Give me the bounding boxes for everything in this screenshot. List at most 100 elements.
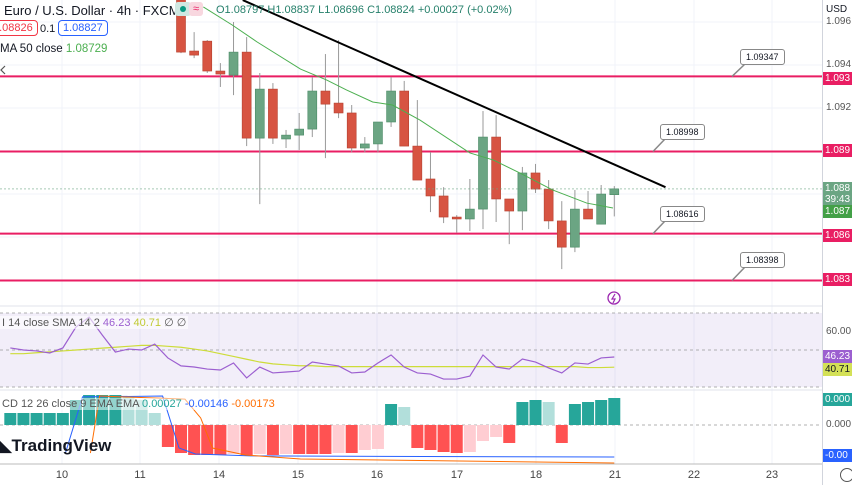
- rsi-tick: 60.00: [826, 326, 852, 337]
- price-callout[interactable]: 1.09347: [740, 49, 785, 65]
- macd-histogram-bar: [188, 425, 201, 455]
- date-label: 21: [608, 469, 622, 481]
- candle: [360, 143, 370, 149]
- horizontal-levels[interactable]: [0, 63, 822, 282]
- candle: [596, 193, 606, 225]
- macd-histogram-bar: [56, 413, 69, 425]
- rsi-value-label: 46.23: [823, 350, 852, 363]
- ma50-line: [203, 6, 614, 209]
- macd-histogram-bar: [568, 404, 581, 425]
- candle: [570, 208, 580, 248]
- candle: [346, 112, 357, 149]
- macd-hist-value: 0.00027: [142, 398, 182, 410]
- macd-histogram-bar: [306, 425, 319, 454]
- price-callout[interactable]: 1.08616: [660, 206, 705, 222]
- buy-button[interactable]: 1.08827: [58, 20, 108, 36]
- level-price-label: 1.083: [823, 273, 852, 286]
- price-callout[interactable]: 1.08998: [660, 124, 705, 140]
- collapse-chevron-icon[interactable]: [0, 65, 6, 75]
- candle: [320, 90, 331, 105]
- rsi-legend-label: I 14 close SMA 14 2: [2, 317, 100, 329]
- macd-histogram-bar: [542, 402, 555, 425]
- candle: [399, 90, 410, 147]
- macd-pane: [0, 395, 822, 464]
- data-delay-icon[interactable]: ≈: [189, 2, 203, 16]
- macd-histogram-bar: [437, 425, 450, 452]
- bar-countdown: 39:43: [825, 194, 851, 205]
- market-status-icon[interactable]: [175, 2, 191, 16]
- macd-signal-value: -0.00173: [231, 398, 275, 410]
- macd-histogram-bar: [555, 425, 568, 443]
- macd-histogram-bar: [4, 413, 17, 425]
- candle: [478, 136, 488, 210]
- tradingview-logo[interactable]: ◣TradingView: [0, 436, 111, 456]
- grid: [0, 0, 822, 464]
- currency-label[interactable]: USD: [826, 4, 848, 15]
- macd-histogram-bar: [227, 425, 240, 454]
- macd-histogram-bar: [582, 402, 595, 425]
- macd-histogram-bar: [503, 425, 516, 443]
- level-price-label: 1.086: [823, 229, 852, 242]
- overlays: [0, 0, 822, 209]
- price-callout[interactable]: 1.08398: [740, 252, 785, 268]
- tradingview-logo-icon: ◣: [0, 438, 12, 455]
- settings-icon[interactable]: [840, 468, 852, 482]
- date-label: 11: [134, 469, 146, 481]
- candle: [556, 220, 567, 248]
- rsi-sma-legend-value: 40.71: [133, 317, 162, 329]
- price-axis[interactable]: USD 1.096 1.094 1.092 1.093 1.089 1.086 …: [822, 0, 852, 485]
- macd-histogram-bar: [148, 413, 161, 425]
- macd-line-value: -0.00146: [184, 398, 229, 410]
- candle: [465, 208, 475, 220]
- macd-histogram-bar: [266, 425, 279, 455]
- macd-histogram-bar: [240, 425, 253, 455]
- candle: [281, 134, 291, 140]
- candles: [176, 0, 620, 270]
- ma-legend-label: MA 50 close: [0, 43, 63, 55]
- symbol-title[interactable]: Euro / U.S. Dollar · 4h · FXCM: [4, 3, 180, 18]
- sell-button[interactable]: 1.08826: [0, 20, 38, 36]
- rsi-sma-value-label: 40.71: [823, 363, 852, 376]
- rsi-legend-extra: ∅ ∅: [164, 317, 187, 329]
- macd-histogram-bar: [345, 425, 358, 453]
- rsi-line: [10, 316, 615, 380]
- macd-histogram-bar: [371, 425, 384, 449]
- macd-histogram-bar: [30, 413, 43, 425]
- candle: [491, 136, 501, 200]
- macd-histogram-bar: [214, 425, 227, 455]
- current-price: 1.088: [825, 183, 851, 194]
- candle: [609, 188, 620, 195]
- macd-histogram-bar: [595, 400, 608, 425]
- macd-value-label: -0.00: [823, 449, 852, 462]
- macd-hist-label: 0.000: [823, 393, 852, 406]
- ma-legend[interactable]: MA 50 close 1.08729: [0, 43, 107, 55]
- macd-histogram-bar: [385, 404, 398, 425]
- candle: [202, 40, 213, 72]
- candle: [215, 70, 226, 75]
- candle: [176, 0, 186, 53]
- date-label: 10: [55, 469, 69, 481]
- price-tick: 1.094: [826, 59, 852, 70]
- macd-histogram-bar: [398, 407, 411, 425]
- lightning-icon[interactable]: [607, 291, 621, 305]
- ohlc-values: O1.08797 H1.08837 L1.08696 C1.08824 +0.0…: [216, 4, 513, 16]
- tradingview-logo-text: TradingView: [11, 436, 112, 455]
- spread-value: 0.1: [40, 23, 56, 35]
- macd-histogram-bar: [161, 425, 174, 447]
- candle: [517, 172, 528, 212]
- macd-zero-tick: 0.000: [826, 419, 852, 430]
- macd-histogram-bar: [411, 425, 424, 448]
- callout-pointer: [731, 63, 746, 77]
- rsi-legend[interactable]: I 14 close SMA 14 2 46.23 40.71 ∅ ∅: [0, 316, 189, 329]
- candle: [189, 50, 199, 56]
- rsi-pane: [0, 312, 822, 388]
- macd-histogram-bar: [608, 398, 621, 425]
- candle: [294, 128, 304, 136]
- candle: [373, 121, 383, 145]
- macd-histogram-bar: [424, 425, 437, 450]
- macd-legend[interactable]: CD 12 26 close 9 EMA EMA 0.00027 -0.0014…: [0, 398, 277, 410]
- macd-legend-label: CD 12 26 close 9 EMA EMA: [2, 398, 139, 410]
- date-label: 17: [450, 469, 464, 481]
- macd-histogram-bar: [529, 400, 542, 425]
